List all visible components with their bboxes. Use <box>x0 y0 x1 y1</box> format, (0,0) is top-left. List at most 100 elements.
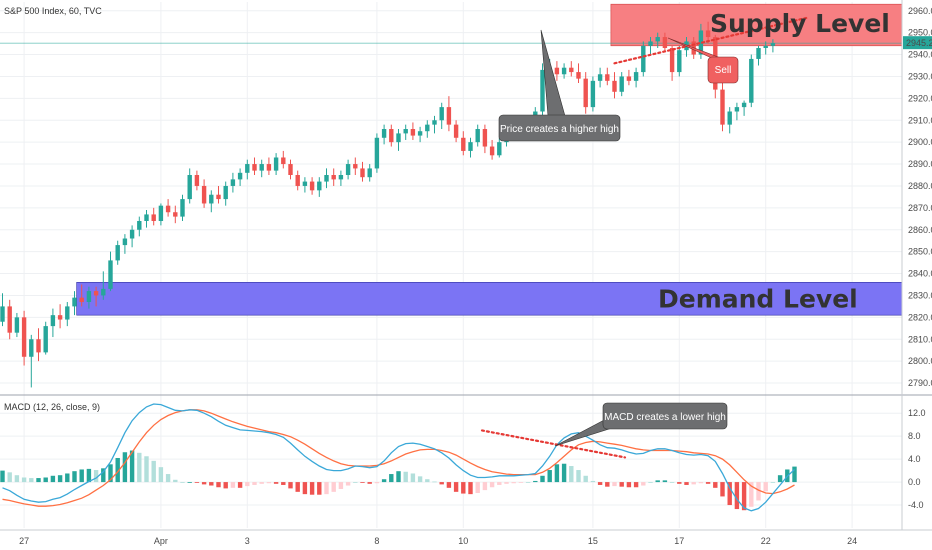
candle-body <box>173 212 178 217</box>
candle-body <box>345 164 351 176</box>
macd-histogram-bar <box>65 473 70 483</box>
macd-histogram-bar <box>237 482 243 488</box>
macd-histogram-bar <box>273 482 279 484</box>
candle-body <box>158 205 164 221</box>
time-tick-label: 22 <box>761 536 771 546</box>
price-tick-label: 2870.0 <box>908 203 932 213</box>
candle-body <box>93 291 99 296</box>
macd-histogram-bar <box>612 482 617 487</box>
macd-histogram-bar <box>554 464 560 483</box>
macd-histogram-bar <box>36 478 41 483</box>
macd-histogram-bar <box>504 482 509 484</box>
time-tick-label: 8 <box>374 536 379 546</box>
macd-histogram-bar <box>720 482 725 497</box>
candle-body <box>245 164 250 173</box>
macd-histogram-bar <box>482 482 488 491</box>
macd-signal-line <box>2 409 795 507</box>
candle-body <box>57 315 63 320</box>
sell-callout: Sell <box>667 37 739 84</box>
candle-body <box>360 168 365 178</box>
macd-histogram-bar <box>626 482 632 488</box>
macd-histogram-bar <box>50 475 56 483</box>
candle-body <box>180 199 185 217</box>
macd-histogram-bar <box>266 482 272 484</box>
price-tick-label: 2810.0 <box>908 334 932 344</box>
macd-histogram-bar <box>417 476 423 483</box>
candle-body <box>223 185 228 200</box>
chart-symbol-title: S&P 500 Index, 60, TVC <box>4 6 102 16</box>
candle-body <box>108 260 113 289</box>
macd-histogram-bar <box>511 482 516 484</box>
candle-body <box>453 124 459 138</box>
macd-line <box>2 403 795 512</box>
candle-body <box>374 137 380 169</box>
macd-histogram-bar <box>7 472 12 483</box>
candle-body <box>317 181 322 191</box>
price-tick-label: 2960.0 <box>908 6 932 16</box>
candle-body <box>137 220 142 230</box>
macd-histogram-bar <box>590 480 596 483</box>
price-tick-label: 2910.0 <box>908 115 932 125</box>
candle-body <box>230 179 236 186</box>
candle-body <box>489 146 495 156</box>
candle-body <box>662 37 668 48</box>
macd-histogram-bar <box>216 482 221 488</box>
macd-histogram-bar <box>569 466 574 483</box>
price-tick-label: 2790.0 <box>908 378 932 388</box>
candle-body <box>72 297 77 307</box>
candle-body <box>21 317 27 357</box>
candle-body <box>734 107 740 112</box>
macd-histogram <box>0 450 797 511</box>
time-tick-label: 27 <box>19 536 29 546</box>
macd-histogram-bar <box>302 482 308 495</box>
candle-body <box>770 43 776 46</box>
macd-histogram-bar <box>770 482 776 483</box>
price-tick-label: 2850.0 <box>908 247 932 257</box>
candle-body <box>583 78 588 108</box>
macd-histogram-bar <box>245 482 250 487</box>
candle-body <box>324 175 329 182</box>
candle-body <box>266 164 272 171</box>
time-tick-label: Apr <box>154 536 168 546</box>
macd-histogram-bar <box>633 482 639 488</box>
macd-histogram-bar <box>641 482 646 486</box>
candle-body <box>43 326 48 353</box>
macd-histogram-bar <box>367 482 372 484</box>
macd-histogram-bar <box>324 482 329 495</box>
candle-body <box>432 120 437 125</box>
macd-histogram-bar <box>396 471 401 483</box>
macd-histogram-bar <box>230 482 236 488</box>
macd-histogram-bar <box>727 482 732 506</box>
macd-tick-label: -4.0 <box>908 500 924 510</box>
price-tick-label: 2950.0 <box>908 28 932 38</box>
macd-histogram-bar <box>129 450 135 483</box>
price-tick-label: 2800.0 <box>908 356 932 366</box>
macd-histogram-bar <box>259 482 264 484</box>
price-trendline <box>613 16 811 65</box>
candle-body <box>763 45 768 48</box>
time-axis: 27Apr38101517222429May681315 <box>19 536 857 546</box>
macd-histogram-bar <box>439 482 444 485</box>
candle-body <box>288 164 293 176</box>
candle-body <box>144 214 149 221</box>
candle-body <box>756 47 761 59</box>
candle-body <box>605 74 610 81</box>
macd-histogram-bar <box>389 474 394 483</box>
time-tick-label: 24 <box>847 536 857 546</box>
candle-body <box>741 102 747 108</box>
macd-histogram-bar <box>497 482 502 485</box>
sell-text: Sell <box>715 65 732 76</box>
macd-histogram-bar <box>165 474 171 483</box>
candle-body <box>590 80 596 108</box>
price-tick-label: 2940.0 <box>908 50 932 60</box>
macd-tick-label: 4.0 <box>908 454 921 464</box>
candle-body <box>115 245 120 261</box>
candle-body <box>720 89 725 125</box>
candle-body <box>129 229 135 239</box>
macd-histogram-bar <box>101 468 106 483</box>
macd-tick-label: 12.0 <box>908 408 926 418</box>
price-tick-label: 2880.0 <box>908 181 932 191</box>
time-tick-label: 10 <box>458 536 468 546</box>
last-price-badge <box>903 36 932 50</box>
